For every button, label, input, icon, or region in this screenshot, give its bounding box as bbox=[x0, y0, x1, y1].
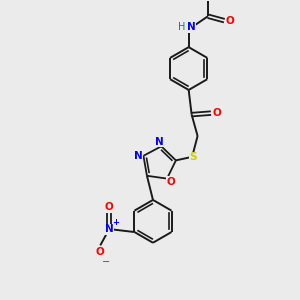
Text: O: O bbox=[105, 202, 114, 212]
Text: S: S bbox=[189, 152, 197, 162]
Text: O: O bbox=[166, 177, 175, 187]
Text: N: N bbox=[187, 22, 195, 32]
Text: −: − bbox=[101, 257, 110, 267]
Text: N: N bbox=[134, 151, 142, 161]
Text: N: N bbox=[155, 137, 164, 147]
Text: O: O bbox=[226, 16, 235, 26]
Text: O: O bbox=[96, 247, 105, 257]
Text: +: + bbox=[112, 218, 119, 227]
Text: H: H bbox=[178, 22, 186, 32]
Text: O: O bbox=[212, 108, 221, 118]
Text: N: N bbox=[105, 224, 114, 234]
